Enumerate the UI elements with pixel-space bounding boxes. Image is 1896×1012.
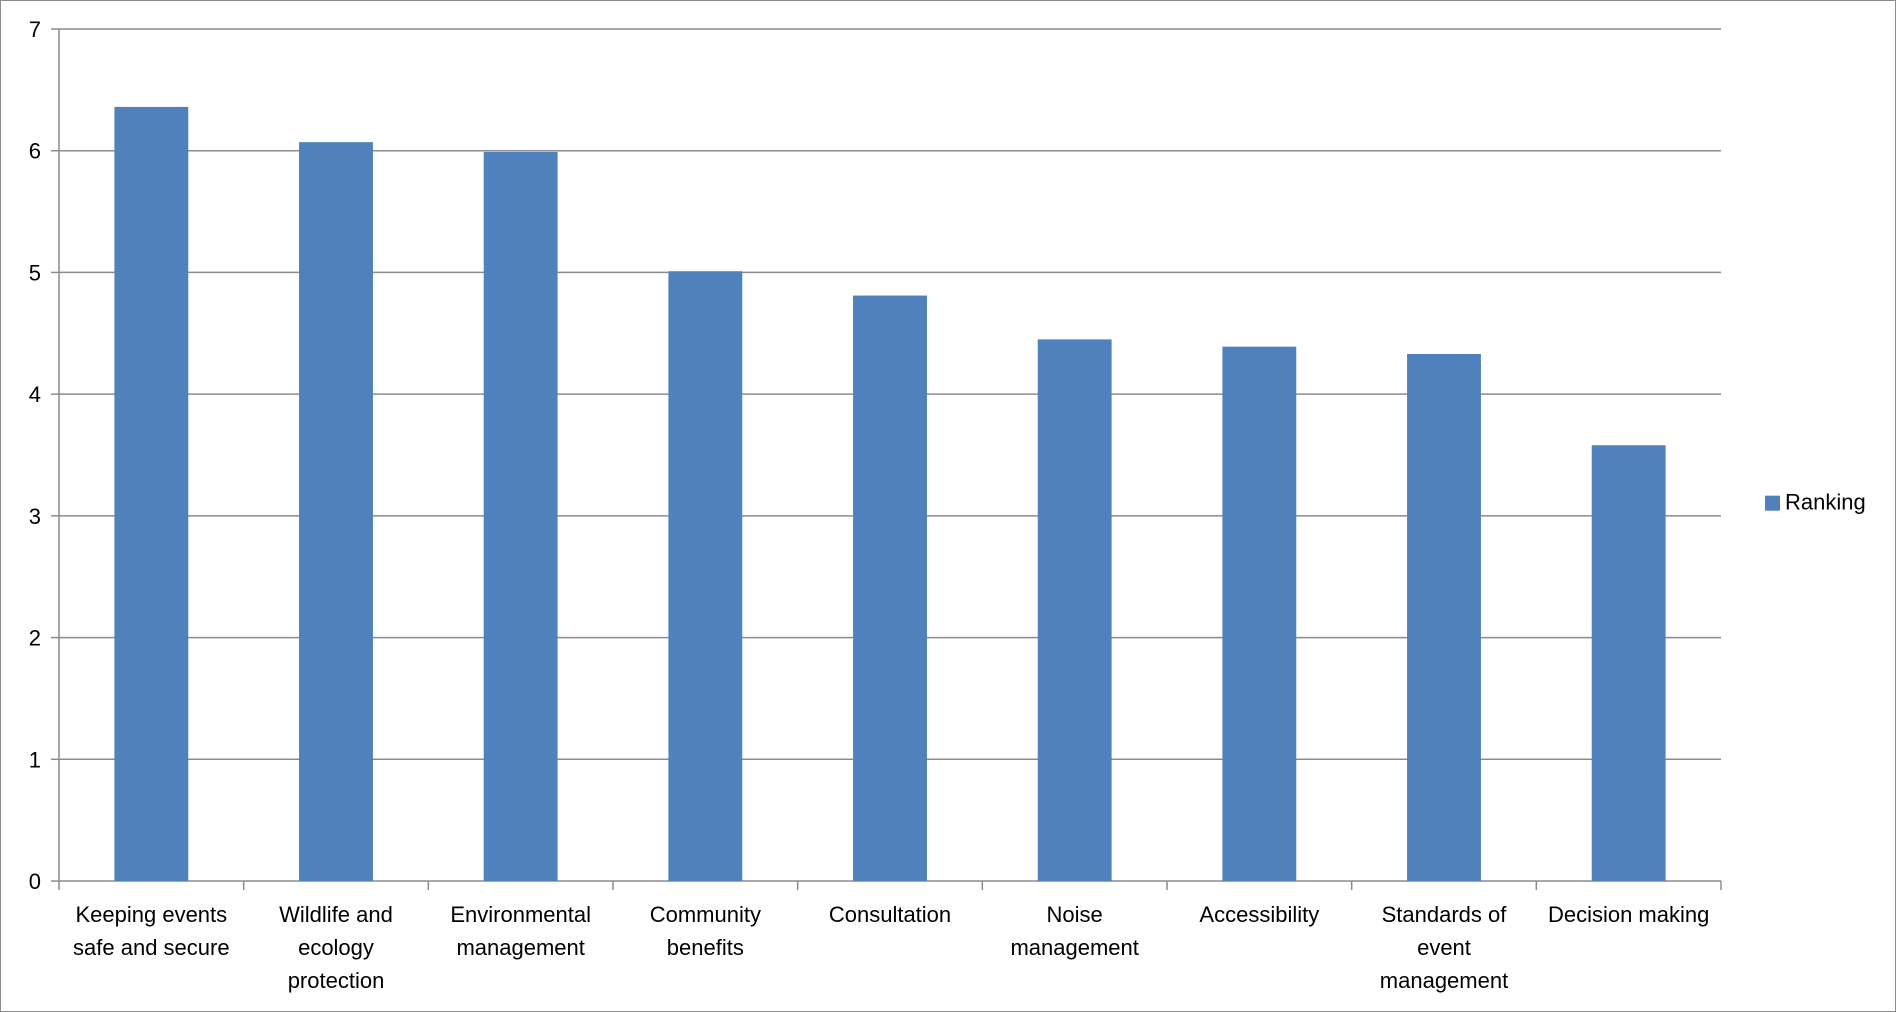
bar xyxy=(483,151,558,882)
y-tick-label: 6 xyxy=(29,139,41,164)
x-category-label: Consultation xyxy=(829,902,951,927)
x-category-label: Decision making xyxy=(1548,902,1709,927)
bar xyxy=(1037,339,1112,881)
bar xyxy=(1407,353,1481,881)
bar xyxy=(1222,346,1297,881)
x-category-labels: Keeping events safe and secure Wildlife an… xyxy=(73,902,1709,993)
bars xyxy=(114,106,1666,882)
y-tick-label: 5 xyxy=(29,260,41,285)
bar xyxy=(114,106,189,881)
x-category-label: Accessibility xyxy=(1199,902,1319,927)
y-tick-label: 2 xyxy=(29,626,41,651)
x-category-label: Community benefits xyxy=(650,902,761,960)
x-category-label: Environmental management xyxy=(450,902,591,960)
y-tick-labels: 0 1 2 3 4 5 6 7 xyxy=(29,17,41,894)
y-tick-label: 3 xyxy=(29,504,41,529)
legend-label: Ranking xyxy=(1785,490,1866,515)
x-category-label: Standards of event management xyxy=(1380,902,1508,993)
bar xyxy=(299,142,373,882)
bar xyxy=(853,295,927,881)
x-category-label: Keeping events safe and secure xyxy=(73,902,230,960)
x-category-label: Wildlife and ecology protection xyxy=(279,902,393,993)
y-tick-label: 7 xyxy=(29,17,41,42)
y-tick-label: 4 xyxy=(29,382,41,407)
bar xyxy=(668,271,743,881)
legend-swatch xyxy=(1765,495,1780,511)
x-category-label: Noise management xyxy=(1010,902,1138,960)
legend: Ranking xyxy=(1765,490,1866,515)
y-tick-label: 0 xyxy=(29,869,41,894)
y-tick-label: 1 xyxy=(29,747,41,772)
bar xyxy=(1591,445,1666,881)
